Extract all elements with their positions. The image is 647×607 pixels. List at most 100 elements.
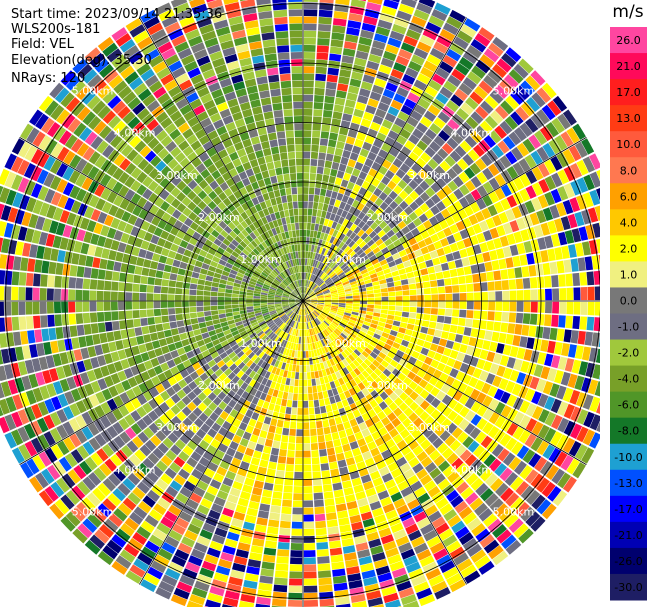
range-gate: [181, 536, 196, 548]
range-gate: [488, 458, 502, 472]
range-gate: [257, 375, 264, 384]
range-gate: [325, 226, 331, 235]
range-gate: [222, 395, 232, 405]
range-gate: [153, 503, 167, 516]
range-gate: [515, 312, 524, 324]
range-gate: [403, 122, 415, 134]
range-gate: [447, 410, 459, 422]
range-gate: [218, 336, 227, 343]
range-gate: [439, 503, 453, 516]
range-gate: [79, 460, 93, 475]
range-gate: [389, 444, 400, 455]
range-gate: [352, 303, 360, 307]
range-gate: [300, 351, 303, 358]
range-gate: [358, 265, 367, 272]
range-gate: [279, 405, 286, 414]
range-gate: [349, 6, 365, 16]
range-gate: [570, 406, 582, 422]
range-gate: [399, 392, 409, 402]
range-gate: [454, 500, 469, 514]
range-gate: [321, 225, 327, 233]
range-gate: [369, 500, 382, 511]
ray: [303, 301, 546, 532]
range-gate: [307, 273, 311, 280]
range-gate: [381, 142, 392, 153]
range-gate: [303, 464, 312, 472]
range-gate: [316, 306, 323, 311]
range-gate: [362, 214, 370, 224]
range-gate: [284, 471, 294, 479]
range-gate: [334, 199, 341, 208]
range-gate: [307, 215, 312, 223]
range-gate: [505, 151, 518, 165]
range-gate: [245, 367, 253, 376]
range-gate: [414, 344, 423, 353]
range-gate: [368, 363, 377, 372]
range-gate: [365, 199, 374, 209]
range-gate: [465, 345, 475, 356]
range-gate: [293, 314, 298, 321]
range-gate: [338, 304, 346, 308]
range-gate: [92, 508, 107, 523]
range-gate: [101, 388, 113, 401]
range-gate: [445, 293, 453, 301]
range-gate: [326, 359, 332, 368]
range-gate: [513, 231, 523, 244]
range-gate: [225, 333, 233, 340]
range-gate: [292, 393, 298, 401]
range-gate: [413, 325, 422, 332]
range-gate: [303, 244, 306, 251]
range-gate: [260, 304, 268, 308]
range-gate: [434, 379, 445, 390]
range-gate: [210, 305, 218, 311]
range-gate: [370, 212, 379, 222]
range-gate: [327, 281, 334, 287]
range-gate: [281, 298, 289, 301]
range-gate: [71, 252, 80, 265]
range-gate: [296, 314, 300, 322]
range-gate: [573, 287, 581, 301]
range-gate: [96, 290, 104, 301]
range-gate: [324, 301, 332, 303]
range-gate: [0, 270, 6, 285]
range-gate: [113, 361, 124, 372]
range-gate: [297, 315, 300, 322]
range-gate: [327, 326, 334, 333]
range-gate: [97, 312, 105, 322]
range-gate: [89, 279, 98, 290]
range-gate: [111, 560, 128, 575]
range-gate: [312, 335, 317, 343]
range-gate: [18, 301, 26, 316]
range-gate: [317, 295, 324, 298]
range-gate: [454, 88, 469, 102]
range-gate: [407, 92, 420, 104]
range-gate: [197, 316, 206, 323]
range-gate: [272, 343, 278, 351]
range-gate: [351, 115, 362, 125]
range-gate: [86, 369, 97, 382]
range-gate: [104, 311, 112, 322]
range-gate: [307, 306, 313, 313]
range-gate: [551, 314, 559, 327]
range-gate: [301, 322, 303, 330]
range-gate: [410, 536, 425, 548]
range-gate: [334, 247, 341, 255]
range-gate: [322, 321, 329, 328]
range-gate: [312, 237, 317, 245]
range-gate: [260, 496, 272, 505]
range-gate: [228, 576, 243, 587]
range-gate: [366, 311, 374, 316]
range-gate: [127, 376, 138, 388]
range-gate: [449, 579, 466, 593]
range-gate: [11, 411, 23, 428]
range-gate: [87, 346, 97, 358]
range-gate: [318, 398, 325, 407]
range-gate: [592, 364, 600, 380]
range-gate: [343, 41, 357, 50]
range-gate: [438, 301, 446, 309]
range-gate: [322, 274, 329, 281]
range-gate: [447, 398, 458, 410]
range-gate: [305, 307, 309, 315]
range-gate: [274, 295, 282, 298]
range-gate: [136, 394, 148, 406]
